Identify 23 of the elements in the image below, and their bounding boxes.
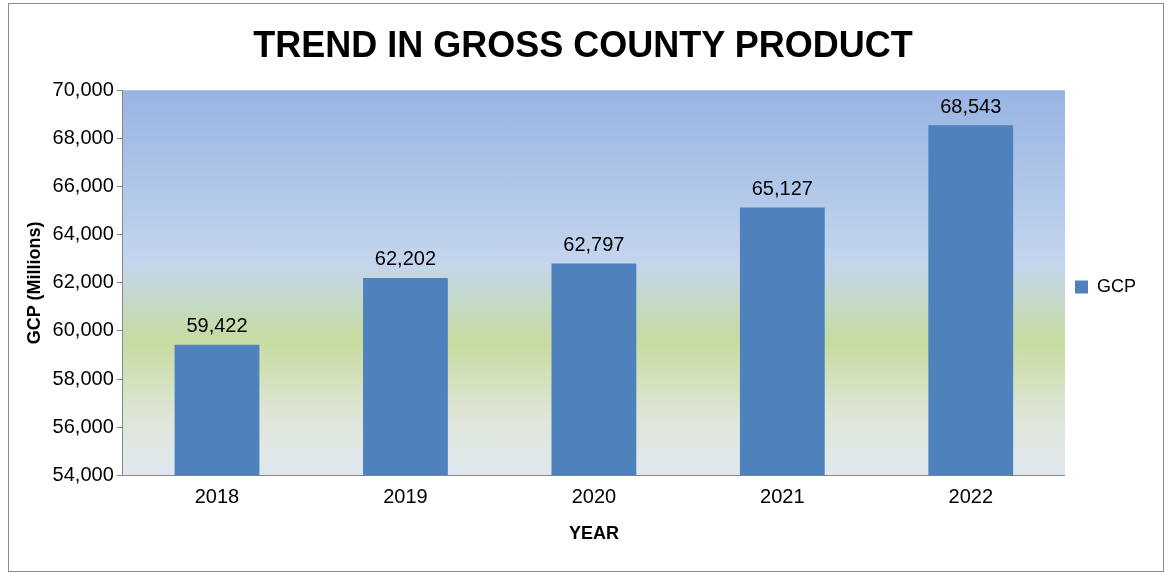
legend-label: GCP bbox=[1096, 275, 1137, 296]
y-tick-label: 66,000 bbox=[52, 174, 114, 197]
data-label: 62,202 bbox=[374, 247, 437, 270]
x-tick-label: 2018 bbox=[194, 484, 240, 507]
x-tick-label: 2019 bbox=[383, 484, 428, 507]
data-label: 59,422 bbox=[186, 314, 248, 337]
y-tick-label: 54,000 bbox=[52, 462, 114, 485]
data-label: 65,127 bbox=[751, 177, 813, 200]
chart-title: TREND IN GROSS COUNTY PRODUCT bbox=[253, 23, 913, 65]
y-axis-title: GCP (Millions) bbox=[23, 221, 44, 345]
data-label: 68,543 bbox=[940, 94, 1002, 117]
x-axis-title: YEAR bbox=[568, 523, 619, 544]
y-tick-label: 68,000 bbox=[52, 125, 114, 148]
y-tick-label: 70,000 bbox=[52, 77, 114, 100]
y-tick-label: 56,000 bbox=[52, 414, 114, 437]
x-tick-label: 2022 bbox=[948, 484, 994, 507]
y-tick-label: 62,000 bbox=[52, 270, 114, 293]
y-tick-label: 64,000 bbox=[52, 222, 114, 245]
x-tick-label: 2020 bbox=[571, 484, 617, 507]
y-tick-label: 58,000 bbox=[52, 366, 114, 389]
y-tick-label: 60,000 bbox=[52, 318, 114, 341]
data-label: 62,797 bbox=[563, 233, 625, 256]
x-tick-label: 2021 bbox=[760, 484, 805, 507]
